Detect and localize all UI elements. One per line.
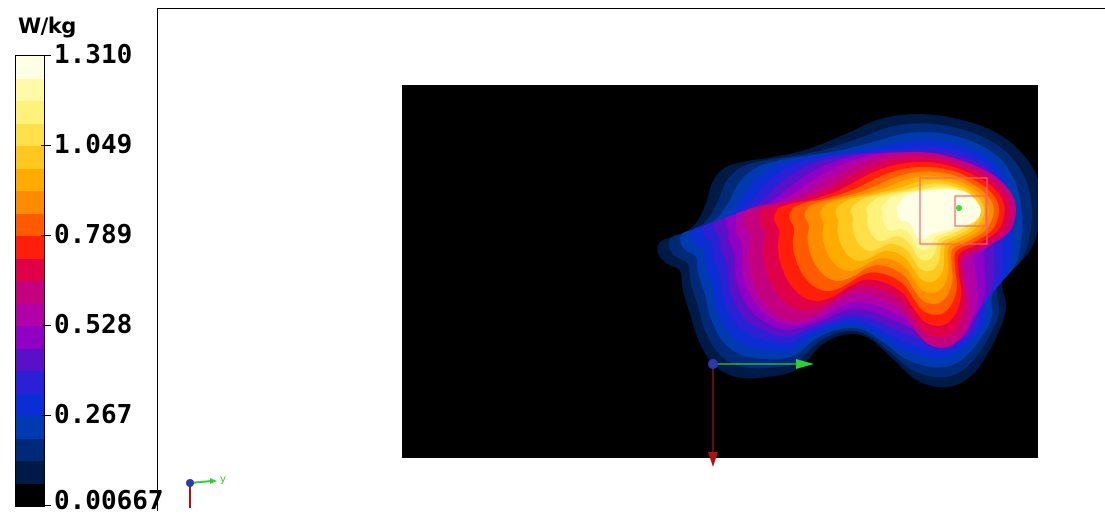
color-scale-level	[16, 258, 44, 281]
color-scale-level	[16, 371, 44, 394]
legend-tick	[41, 145, 51, 146]
color-scale-level	[16, 56, 44, 79]
legend-tick-label: 0.267	[54, 400, 133, 430]
legend-tick	[41, 55, 51, 56]
legend-tick	[41, 325, 51, 326]
peak-marker	[956, 205, 962, 211]
probe-origin	[708, 359, 718, 369]
color-scale-level	[16, 123, 44, 146]
color-scale-level	[16, 483, 44, 506]
color-scale-level	[16, 326, 44, 349]
probe-x-arrowhead	[708, 452, 718, 467]
color-legend: W/kg 1.310 1.049 0.789 0.528 0.267 0.00667	[0, 0, 164, 514]
plot-viewport[interactable]	[157, 8, 1105, 511]
color-scale-level	[16, 461, 44, 484]
color-scale-level	[16, 281, 44, 304]
color-scale-level	[16, 191, 44, 214]
color-scale-level	[16, 78, 44, 101]
color-scale-level	[16, 168, 44, 191]
measurement-box-outer	[919, 177, 988, 245]
color-scale-level	[16, 393, 44, 416]
legend-tick-label: 1.310	[54, 40, 133, 70]
color-scale-level	[16, 416, 44, 439]
color-scale-level	[16, 101, 44, 124]
legend-tick-label: 0.528	[54, 310, 133, 340]
contour-band	[896, 189, 981, 240]
color-scale-level	[16, 146, 44, 169]
legend-tick	[41, 235, 51, 236]
triad-y-arrowhead	[210, 478, 217, 484]
color-scale-level	[16, 348, 44, 371]
orientation-triad: y	[186, 474, 226, 508]
color-scale-level	[16, 438, 44, 461]
legend-unit-label: W/kg	[18, 14, 76, 38]
legend-tick-label: 0.789	[54, 220, 133, 250]
legend-tick-label: 0.00667	[54, 486, 164, 516]
sar-contours	[657, 114, 1038, 388]
probe-y-arrowhead	[796, 359, 814, 369]
heatmap-scene[interactable]	[158, 9, 1105, 512]
legend-tick	[41, 505, 51, 506]
probe-axes	[708, 359, 814, 467]
color-scale-bar	[15, 55, 45, 507]
color-scale-level	[16, 236, 44, 259]
legend-tick-label: 1.049	[54, 130, 133, 160]
color-scale-level	[16, 213, 44, 236]
measurement-box-inner	[954, 195, 987, 227]
legend-tick	[41, 415, 51, 416]
triad-origin	[186, 479, 194, 487]
triad-y-label: y	[220, 474, 226, 485]
color-scale-level	[16, 303, 44, 326]
